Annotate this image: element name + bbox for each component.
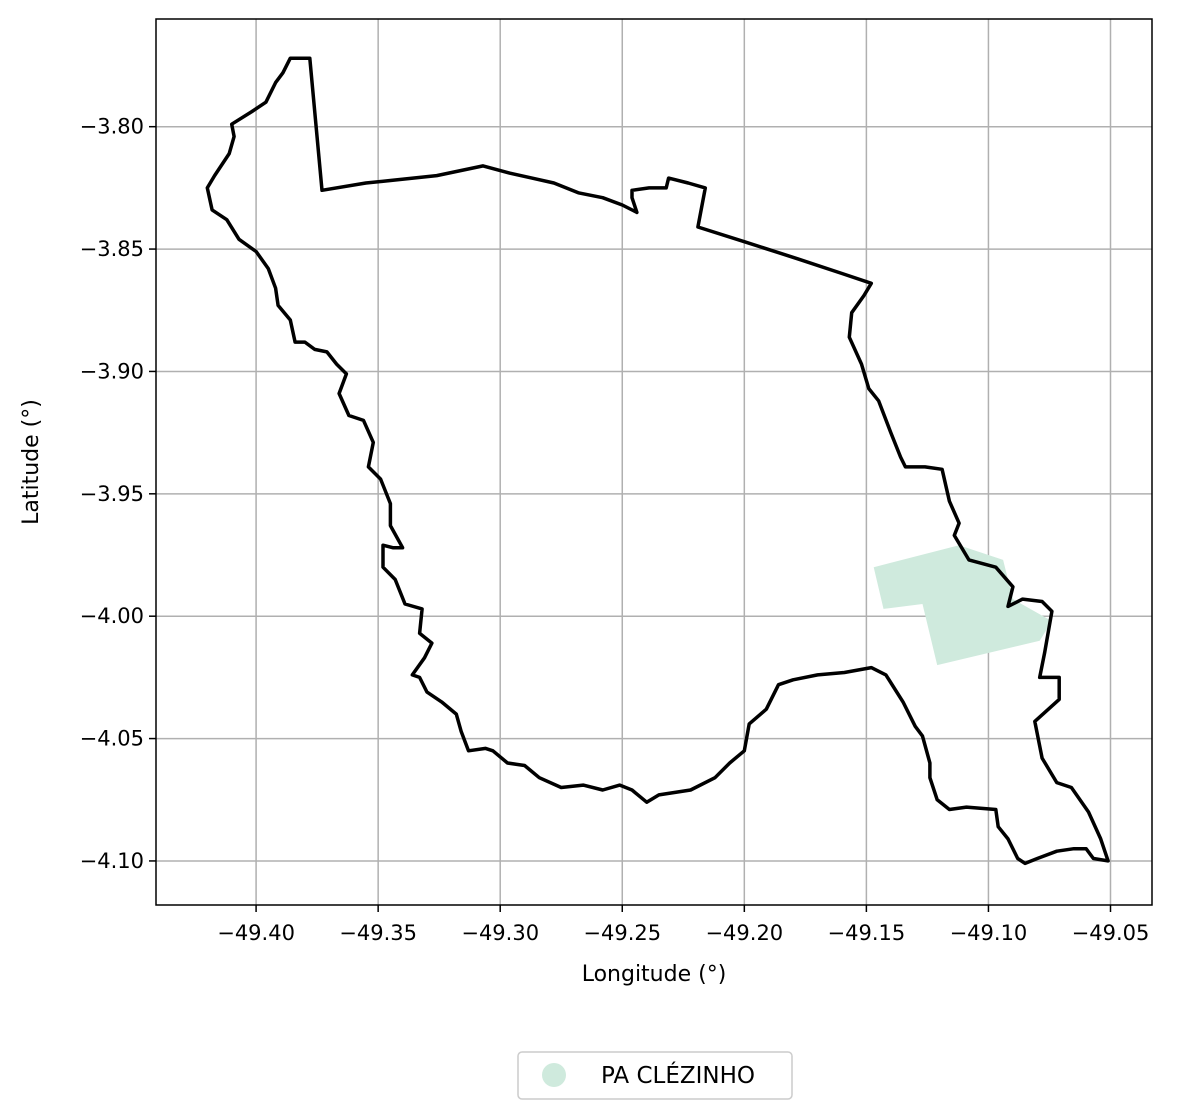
x-tick-label: −49.35 xyxy=(339,921,417,945)
x-tick-label: −49.25 xyxy=(583,921,661,945)
y-axis-title: Latitude (°) xyxy=(19,399,44,525)
y-tick-label: −4.00 xyxy=(80,604,144,628)
x-axis-title: Longitude (°) xyxy=(582,962,727,987)
y-tick-label: −4.10 xyxy=(80,849,144,873)
legend: PA CLÉZINHO xyxy=(518,1052,792,1099)
x-tick-label: −49.05 xyxy=(1072,921,1150,945)
x-tick-label: −49.20 xyxy=(705,921,783,945)
y-tick-label: −3.80 xyxy=(80,115,144,139)
x-tick-label: −49.15 xyxy=(828,921,906,945)
legend-label: PA CLÉZINHO xyxy=(601,1061,755,1089)
x-tick-label: −49.30 xyxy=(461,921,539,945)
legend-marker xyxy=(542,1063,566,1087)
x-tick-label: −49.40 xyxy=(217,921,295,945)
y-tick-label: −3.90 xyxy=(80,359,144,383)
y-tick-label: −3.85 xyxy=(80,237,144,261)
y-tick-label: −4.05 xyxy=(80,727,144,751)
y-tick-label: −3.95 xyxy=(80,482,144,506)
x-tick-label: −49.10 xyxy=(950,921,1028,945)
